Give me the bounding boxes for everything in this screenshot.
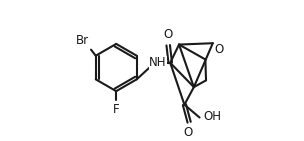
Text: F: F — [113, 103, 119, 116]
Text: Br: Br — [76, 34, 89, 47]
Text: O: O — [164, 27, 173, 40]
Text: O: O — [184, 126, 193, 139]
Text: OH: OH — [203, 110, 221, 123]
Text: O: O — [215, 43, 224, 56]
Text: NH: NH — [149, 56, 167, 69]
